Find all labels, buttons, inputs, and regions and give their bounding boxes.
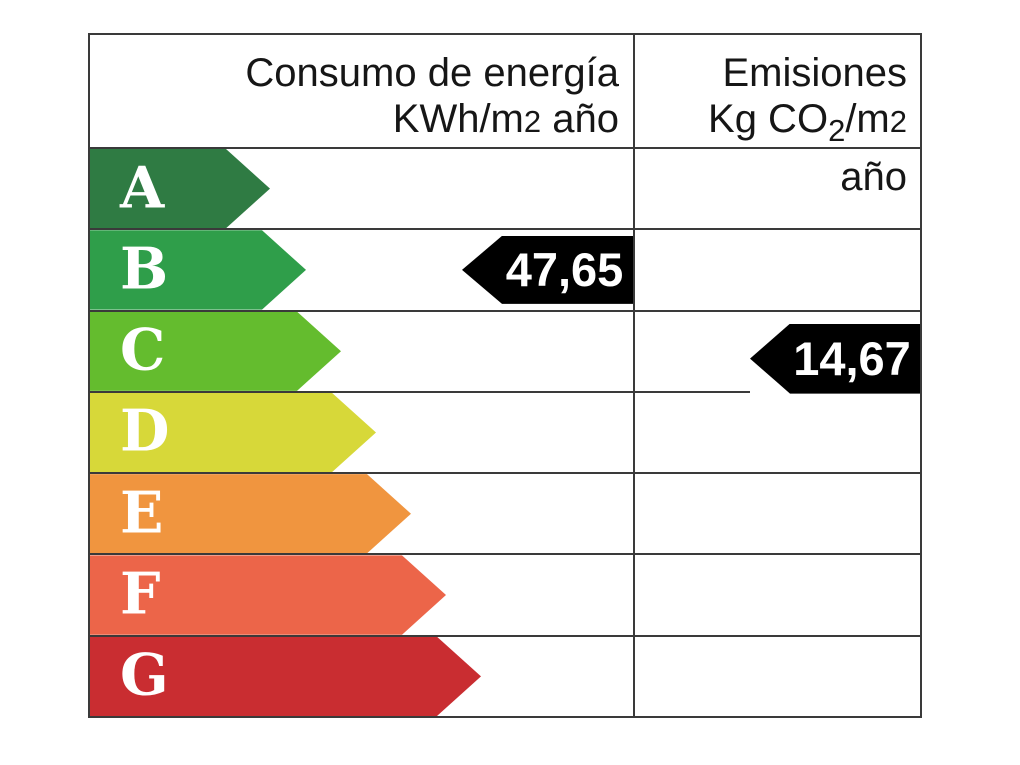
rating-cell-e: E: [90, 474, 635, 554]
rating-row-a: A: [90, 147, 920, 229]
rating-letter-a: A: [120, 154, 165, 222]
rating-cell-c: C: [90, 311, 635, 391]
emissions-value-indicator: 14,67: [750, 323, 920, 394]
rating-arrow-e: E: [90, 474, 411, 553]
rating-letter-f: F: [120, 560, 161, 628]
rating-letter-c: C: [120, 316, 166, 384]
rating-row-c: C 14,67: [90, 309, 920, 394]
emissions-unit: Kg CO2/m2 año: [708, 97, 907, 199]
rating-rows: A B 47,65: [90, 147, 920, 716]
rating-cell-g: G: [90, 636, 635, 716]
rating-arrow-g: G: [90, 637, 481, 716]
energy-rating-table: Consumo de energía KWh/m2 año Emisiones …: [88, 33, 922, 718]
emissions-header: Emisiones Kg CO2/m2 año: [635, 35, 920, 199]
consumption-header: Consumo de energía KWh/m2 año: [90, 35, 635, 147]
rating-arrow-d: D: [90, 393, 376, 472]
emissions-value: 14,67: [793, 332, 911, 386]
rating-cell-d: D: [90, 392, 635, 473]
consumption-unit: KWh/m2 año: [392, 97, 619, 141]
consumption-value: 47,65: [505, 243, 624, 297]
emissions-cell-f: [635, 555, 920, 634]
rating-letter-e: E: [120, 479, 164, 547]
emissions-cell-b: [635, 230, 920, 309]
rating-row-e: E: [90, 472, 920, 554]
emissions-cell-e: [635, 474, 920, 553]
consumption-indicator-arrow-icon: 47,65: [462, 235, 633, 304]
rating-cell-a: A: [90, 149, 635, 229]
rating-row-d: D: [90, 390, 920, 473]
rating-row-g: G: [90, 634, 920, 716]
rating-cell-f: F: [90, 555, 635, 635]
table-header-row: Consumo de energía KWh/m2 año Emisiones …: [90, 35, 920, 199]
consumption-title: Consumo de energía: [245, 51, 619, 95]
consumption-value-indicator: 47,65: [462, 235, 633, 304]
rating-row-f: F: [90, 553, 920, 635]
emissions-indicator-arrow-icon: 14,67: [750, 323, 920, 394]
rating-arrow-c: C: [90, 312, 341, 391]
rating-arrow-a: A: [90, 149, 270, 228]
rating-letter-b: B: [120, 235, 169, 303]
emissions-cell-g: [635, 637, 920, 716]
rating-letter-d: D: [120, 397, 170, 465]
rating-row-b: B 47,65: [90, 228, 920, 310]
emissions-cell-a: [635, 149, 920, 228]
rating-arrow-b: B: [90, 230, 306, 309]
emissions-cell-d: [635, 393, 920, 472]
rating-arrow-f: F: [90, 555, 446, 634]
rating-cell-b: B 47,65: [90, 230, 635, 310]
emissions-cell-c: 14,67: [635, 312, 920, 394]
rating-letter-g: G: [120, 641, 169, 709]
emissions-title: Emisiones: [722, 51, 907, 95]
